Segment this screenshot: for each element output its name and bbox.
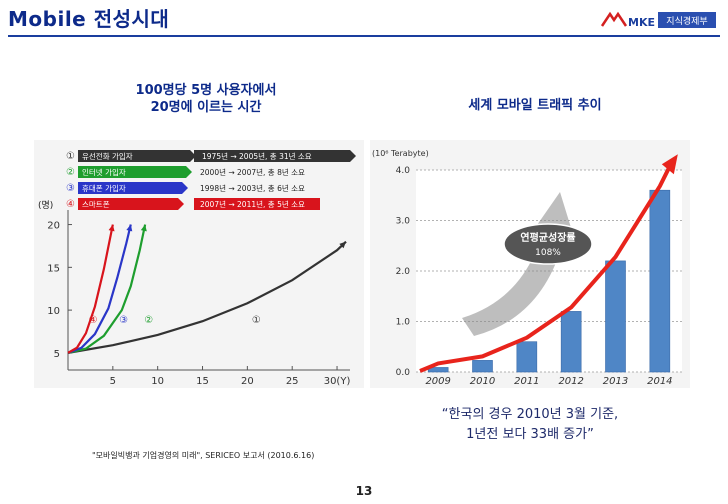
growth-rate-value: 108%	[535, 248, 561, 258]
series-arrowhead	[108, 224, 115, 232]
growth-rate-badge	[503, 223, 593, 265]
legend-number: ①	[66, 151, 75, 162]
series-line	[67, 224, 132, 354]
left-subtitle: 100명당 5명 사용자에서 20명에 이르는 시간	[96, 82, 316, 116]
series-tag: ④	[89, 315, 98, 326]
series-arrowhead	[140, 224, 147, 232]
x-tick-label: 2010	[470, 376, 495, 387]
x-tick-label: 2012	[558, 376, 583, 387]
series-arrowhead	[126, 224, 133, 232]
mobile-traffic-bar-chart: (10⁶ Terabyte) 0.0 1.0 2.0 3.0 4.0 2009 2010 201…	[370, 140, 690, 388]
y-tick-label: 3.0	[396, 217, 411, 227]
legend-period: 1975년 → 2005년, 총 31년 소요	[202, 151, 312, 161]
series-tag: ③	[119, 315, 128, 326]
series-line	[67, 240, 347, 354]
x-tick-label: 10	[151, 376, 164, 387]
page-number: 13	[355, 484, 373, 498]
quote-line2: 1년전 보다 33배 증가”	[466, 427, 594, 442]
trend-arrowhead	[661, 154, 678, 175]
trend-line	[419, 165, 672, 373]
x-tick-label: 30(Y)	[324, 376, 351, 387]
bar	[472, 360, 493, 373]
y-tick-label: 1.0	[396, 318, 411, 328]
series-tag: ②	[144, 315, 153, 326]
series-tag: ①	[252, 315, 261, 326]
legend-arrow	[78, 198, 184, 210]
y-tick-label: 2.0	[396, 267, 411, 277]
y-axis-label: (명)	[38, 200, 53, 211]
series-line	[67, 224, 114, 354]
x-tick-label: 15	[196, 376, 209, 387]
slide-title: Mobile 전성시대	[8, 7, 170, 31]
x-tick-label: 5	[110, 376, 116, 387]
y-tick-label: 10	[47, 306, 60, 317]
logo-mark-text: MKE	[628, 16, 655, 29]
growth-rate-label: 연평균성장률	[520, 231, 575, 244]
title-rule	[8, 35, 720, 37]
series-arrowhead	[339, 241, 346, 249]
korea-quote: “한국의 경우 2010년 3월 기준, 1년전 보다 33배 증가”	[400, 405, 660, 445]
x-tick-label: 2009	[425, 376, 450, 387]
bar	[605, 260, 626, 373]
legend-arrow	[78, 150, 196, 162]
ministry-logo: MKE 지식경제부	[600, 8, 718, 32]
bar	[649, 189, 671, 373]
unit-label: (10⁶ Terabyte)	[372, 149, 429, 158]
y-tick-label: 0.0	[396, 368, 411, 378]
legend-arrow	[78, 182, 188, 194]
x-tick-label: 2011	[514, 376, 539, 387]
left-subtitle-line1: 100명당 5명 사용자에서	[135, 83, 277, 98]
legend-period: 2000년 → 2007년, 총 8년 소요	[200, 167, 305, 177]
legend-period: 2007년 → 2011년, 총 5년 소요	[200, 199, 305, 209]
legend-period-arrow	[194, 150, 356, 162]
left-subtitle-line2: 20명에 이르는 시간	[150, 100, 262, 115]
series-line	[67, 224, 147, 354]
right-subtitle: 세계 모바일 트래픽 추이	[468, 98, 602, 113]
bar	[516, 341, 538, 373]
legend-number: ③	[66, 183, 75, 194]
legend-arrow	[78, 166, 192, 178]
legend-label: 휴대폰 가입자	[82, 184, 126, 193]
legend-label: 유선전화 가입자	[82, 151, 133, 161]
bar	[560, 311, 582, 373]
legend-number: ②	[66, 167, 75, 178]
legend-period: 1998년 → 2003년, 총 6년 소요	[200, 183, 305, 193]
x-tick-label: 20	[241, 376, 254, 387]
x-tick-label: 2013	[603, 376, 628, 387]
adoption-line-chart: ① 유선전화 가입자 1975년 → 2005년, 총 31년 소요 ② 인터넷 가입자…	[34, 140, 364, 388]
x-tick-label: 2014	[647, 376, 672, 387]
y-tick-label: 20	[47, 221, 60, 232]
y-tick-label: 15	[47, 263, 60, 274]
legend-label: 인터넷 가입자	[82, 167, 126, 177]
source-citation: "모바일빅뱅과 기업경영의 미래", SERICEO 보고서 (2010.6.1…	[92, 451, 315, 460]
logo-mark-icon	[600, 11, 628, 27]
legend-number: ④	[66, 199, 75, 210]
legend-period-box	[194, 198, 320, 210]
x-tick-label: 25	[286, 376, 299, 387]
y-tick-label: 4.0	[396, 166, 411, 176]
logo-text: 지식경제부	[666, 15, 707, 27]
y-tick-label: 5	[54, 349, 60, 360]
legend-label: 스마트폰	[82, 200, 110, 209]
quote-line1: “한국의 경우 2010년 3월 기준,	[441, 407, 619, 422]
